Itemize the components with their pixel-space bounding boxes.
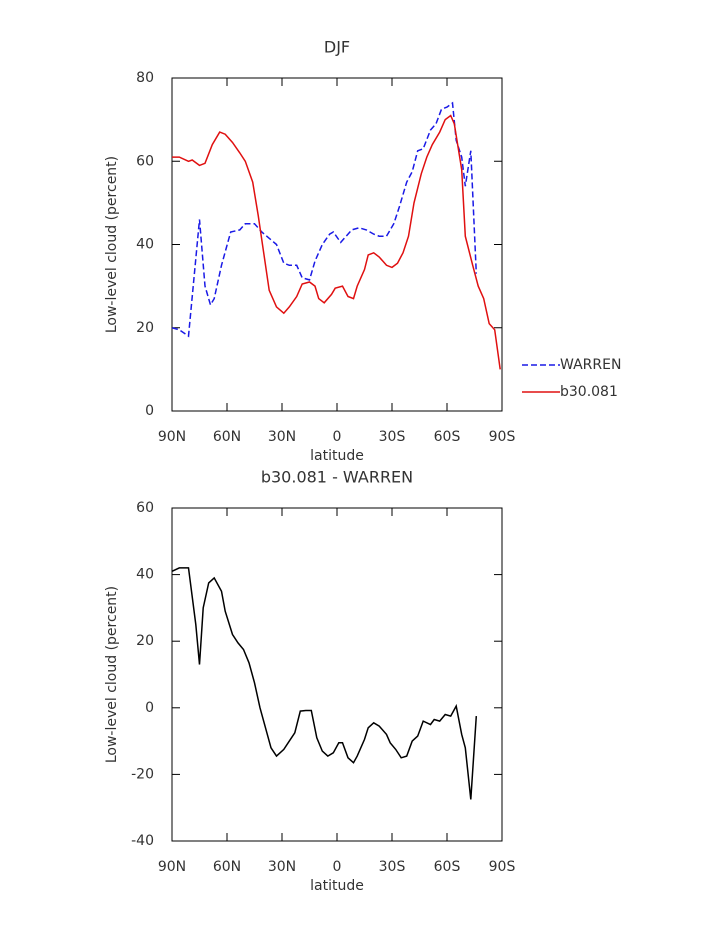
- y-tick-label: -40: [131, 833, 154, 849]
- data-line: [171, 101, 478, 338]
- x-tick-label: 30N: [268, 429, 296, 445]
- y-tick-label: 80: [136, 70, 154, 86]
- y-tick-label: 20: [136, 633, 154, 649]
- x-tick-label: 0: [333, 859, 342, 875]
- y-tick-label: 60: [136, 500, 154, 516]
- x-tick-label: 0: [333, 429, 342, 445]
- y-tick-label: 40: [136, 567, 154, 583]
- plot-frame: [171, 507, 503, 842]
- x-axis-label: latitude: [310, 448, 364, 464]
- y-tick-label: 40: [136, 237, 154, 253]
- y-tick-label: 0: [145, 403, 154, 419]
- data-line: [172, 114, 501, 370]
- y-axis-label: Low-level cloud (percent): [104, 156, 120, 333]
- legend-label: WARREN: [560, 357, 621, 373]
- x-tick-label: 60N: [213, 859, 241, 875]
- x-tick-label: 60S: [434, 429, 461, 445]
- x-tick-label: 90N: [158, 429, 186, 445]
- x-tick-label: 30N: [268, 859, 296, 875]
- x-tick-label: 60N: [213, 429, 241, 445]
- x-tick-label: 30S: [379, 429, 406, 445]
- x-axis-label: latitude: [310, 878, 364, 894]
- legend-label: b30.081: [560, 384, 618, 400]
- y-tick-label: 60: [136, 153, 154, 169]
- plot-frame: [171, 77, 503, 412]
- y-tick-label: 0: [145, 700, 154, 716]
- x-tick-label: 90N: [158, 859, 186, 875]
- y-tick-label: -20: [131, 766, 154, 782]
- chart-title: b30.081 - WARREN: [261, 468, 413, 487]
- data-line: [171, 567, 478, 800]
- chart-title: DJF: [324, 38, 350, 57]
- x-tick-label: 60S: [434, 859, 461, 875]
- x-tick-label: 90S: [489, 859, 516, 875]
- x-tick-label: 90S: [489, 429, 516, 445]
- y-tick-label: 20: [136, 320, 154, 336]
- y-axis-label: Low-level cloud (percent): [104, 586, 120, 763]
- x-tick-label: 30S: [379, 859, 406, 875]
